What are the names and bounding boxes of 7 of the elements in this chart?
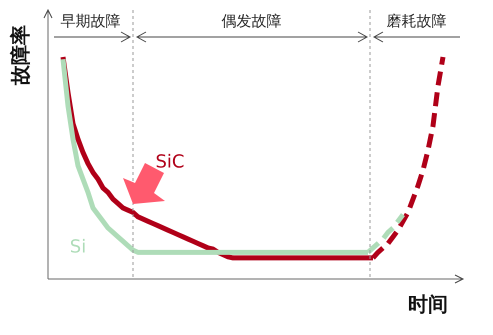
text: SiC [156,152,184,173]
text: 偶发故障 [222,12,282,30]
text: 早期故障 [60,12,120,30]
y-axis-title: 故障率 [8,25,32,86]
series-label: Si [70,236,86,258]
text: 磨耗故障 [386,12,446,30]
x-axis-title: 时间 [408,292,448,316]
